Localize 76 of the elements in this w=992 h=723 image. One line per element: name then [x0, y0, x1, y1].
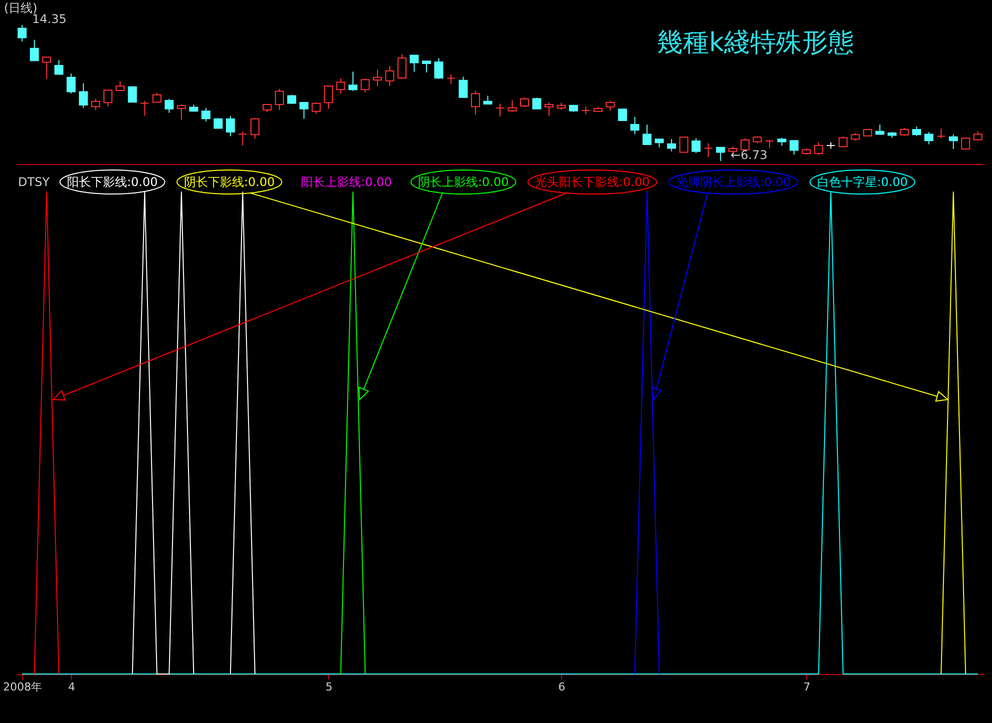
candlestick — [238, 130, 248, 146]
candlestick — [176, 104, 186, 120]
candlestick — [214, 118, 223, 129]
candlestick — [936, 128, 946, 139]
candlestick — [312, 102, 321, 114]
chart-title: 幾種k綫特殊形態 — [656, 28, 854, 58]
candlestick — [128, 86, 137, 103]
candlestick — [838, 136, 848, 148]
text: 光头阳长下影线:0.00 — [535, 175, 650, 189]
annotation: 14.35 — [32, 12, 66, 26]
candlestick — [410, 54, 419, 72]
candlestick — [470, 90, 480, 116]
candlestick — [360, 78, 370, 93]
x-tick-label: 6 — [558, 680, 566, 694]
candlestick — [458, 76, 468, 98]
candlestick — [42, 56, 52, 80]
x-tick-label: 7 — [803, 680, 810, 694]
text: 光脚阴长上影线:0.00 — [676, 175, 791, 189]
annotation: ←6.73 — [730, 148, 768, 162]
candlestick — [54, 59, 64, 75]
candlestick — [152, 92, 162, 103]
candlestick — [532, 97, 542, 110]
candlestick — [692, 138, 701, 154]
candlestick — [790, 140, 799, 156]
candlestick — [667, 138, 676, 152]
candlestick — [274, 88, 284, 110]
candlestick — [912, 126, 922, 136]
candlestick — [446, 74, 456, 84]
candlestick — [18, 24, 27, 42]
candlestick — [164, 98, 174, 114]
text: 阴长下影线:0.00 — [184, 175, 275, 189]
candlestick — [103, 90, 112, 107]
candlestick — [30, 39, 39, 62]
candlestick — [299, 102, 308, 120]
series-label: 阳长下影线:0.00 — [67, 175, 158, 189]
candlestick — [814, 142, 824, 156]
candlestick — [385, 65, 394, 87]
candlestick — [324, 86, 333, 110]
candlestick — [91, 98, 100, 111]
legend-title: DTSY — [18, 175, 50, 189]
candlestick — [348, 71, 358, 92]
candlestick — [496, 103, 504, 118]
candlestick — [397, 54, 406, 80]
candlestick — [66, 73, 76, 94]
candlestick — [434, 58, 444, 80]
candlestick — [78, 82, 88, 108]
candlestick — [875, 124, 884, 135]
candlestick — [250, 118, 260, 140]
candlestick — [544, 102, 554, 116]
candlestick — [336, 78, 346, 94]
candlestick — [508, 100, 517, 112]
legend-label: 阳长上影线:0.00 — [301, 175, 392, 189]
candlestick — [961, 137, 970, 150]
candlestick — [226, 115, 235, 137]
candlestick — [704, 142, 713, 158]
candlestick — [606, 100, 615, 112]
x-tick-label: 4 — [68, 680, 76, 694]
candlestick — [716, 146, 726, 162]
candlestick — [422, 60, 431, 73]
x-tick-label: 2008年 — [3, 680, 42, 694]
candlestick — [618, 108, 628, 121]
candlestick — [679, 136, 688, 153]
candlestick — [520, 97, 530, 108]
chart-subtitle: (日线) — [4, 1, 38, 15]
candlestick — [201, 107, 210, 122]
candlestick — [116, 80, 125, 92]
series-label: 白色十字星:0.00 — [817, 175, 908, 189]
x-tick-label: 5 — [325, 680, 332, 694]
candlestick — [924, 132, 934, 145]
candlestick — [630, 116, 640, 135]
candlestick — [642, 124, 652, 146]
candlestick — [948, 134, 958, 150]
candlestick — [140, 100, 150, 116]
candlestick — [372, 69, 382, 87]
text: 阴长上影线:0.00 — [418, 175, 509, 189]
candlestick — [740, 138, 750, 150]
